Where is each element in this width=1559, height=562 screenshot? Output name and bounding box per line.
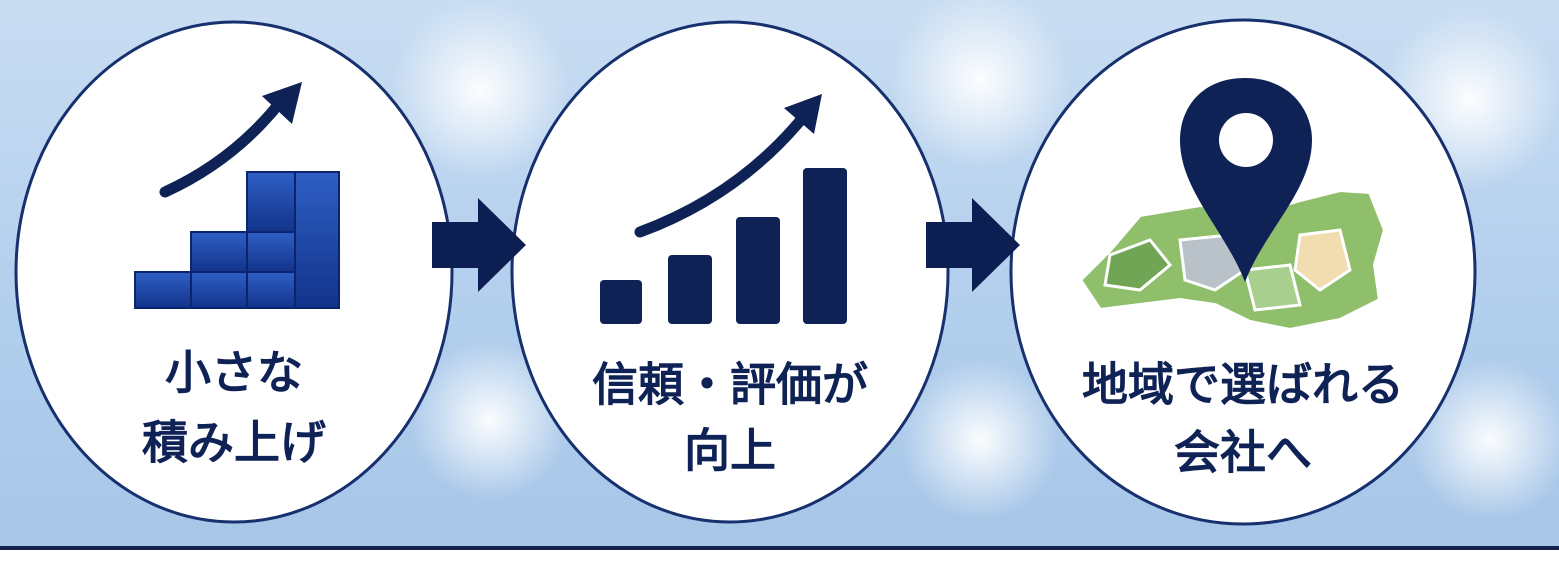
bottom-strip: [0, 550, 1559, 562]
step-label: 信頼・評価が: [592, 358, 868, 412]
step-label: 地域で選ばれる: [1082, 358, 1404, 412]
bars-icon: [600, 94, 847, 324]
step-label: 積み上げ: [142, 416, 326, 470]
map-icon: [1077, 78, 1388, 333]
step-label: 会社へ: [1174, 426, 1312, 480]
step-label: 向上: [684, 424, 776, 478]
step-label: 小さな: [165, 346, 303, 400]
flow-arrow: [432, 198, 526, 292]
flow-arrow: [926, 198, 1020, 292]
step-circle: [510, 20, 950, 524]
stairs-icon: [134, 82, 340, 309]
map-pin: [1180, 78, 1312, 282]
sparkles: [390, 0, 1559, 520]
bottom-rule: [0, 546, 1559, 550]
